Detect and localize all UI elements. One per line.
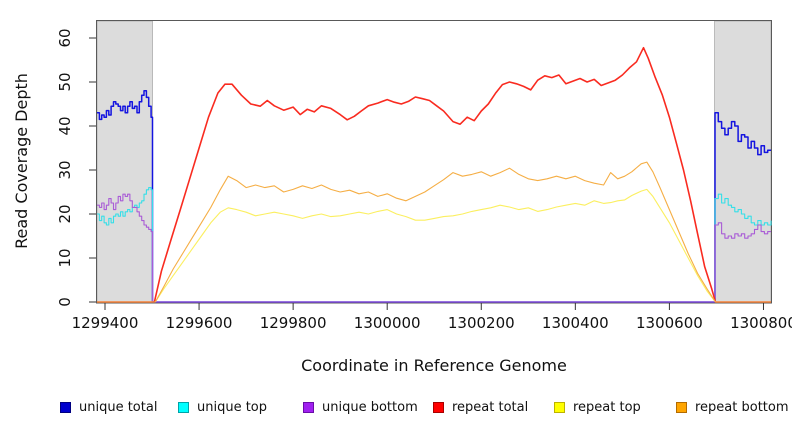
- y-tick-label: 20: [56, 204, 74, 223]
- legend-item-repeat-bottom: repeat bottom: [676, 398, 789, 416]
- legend-label: unique top: [197, 399, 268, 415]
- repeat-top-swatch-icon: [554, 401, 565, 413]
- x-tick-label: 1300600: [636, 314, 703, 332]
- series-line-unique-bottom: [97, 193, 771, 303]
- unique-bottom-swatch-icon: [303, 401, 314, 413]
- y-tick-label: 50: [56, 72, 74, 91]
- y-tick-label: 30: [56, 160, 74, 179]
- y-tick-label: 60: [56, 28, 74, 47]
- series-line-unique-top: [97, 187, 772, 303]
- x-tick-label: 1299400: [72, 314, 139, 332]
- y-tick-label: 10: [56, 248, 74, 267]
- legend-label: unique bottom: [322, 399, 418, 415]
- x-axis-title: Coordinate in Reference Genome: [301, 356, 567, 375]
- y-tick-label: 40: [56, 116, 74, 135]
- series-line-repeat-bottom: [97, 161, 771, 303]
- x-tick-label: 1300200: [448, 314, 515, 332]
- plot-frame: [96, 20, 772, 304]
- repeat-bottom-swatch-icon: [676, 401, 687, 413]
- legend-item-unique-bottom: unique bottom: [303, 398, 418, 416]
- legend-label: repeat top: [573, 399, 641, 415]
- legend-item-unique-total: unique total: [60, 398, 157, 416]
- chart-legend: unique total unique top unique bottom re…: [0, 398, 792, 418]
- series-line-repeat-top: [97, 188, 771, 303]
- y-tick-label: 0: [56, 297, 74, 307]
- x-tick-label: 1300000: [354, 314, 421, 332]
- legend-item-unique-top: unique top: [178, 398, 267, 416]
- legend-label: unique total: [79, 399, 158, 415]
- y-axis-title: Read Coverage Depth: [12, 73, 31, 249]
- repeat-total-swatch-icon: [433, 401, 444, 413]
- shaded-region: [96, 20, 153, 304]
- x-tick-label: 1300400: [542, 314, 609, 332]
- unique-top-swatch-icon: [178, 401, 189, 413]
- series-line-unique-total: [97, 90, 771, 303]
- shaded-region: [714, 20, 772, 304]
- x-tick-label: 1299600: [166, 314, 233, 332]
- legend-item-repeat-top: repeat top: [554, 398, 641, 416]
- x-tick-label: 1300800: [730, 314, 792, 332]
- x-tick-label: 1299800: [260, 314, 327, 332]
- legend-label: repeat bottom: [695, 399, 789, 415]
- series-line-repeat-total: [97, 46, 771, 303]
- unique-total-swatch-icon: [60, 401, 71, 413]
- legend-label: repeat total: [452, 399, 529, 415]
- legend-item-repeat-total: repeat total: [433, 398, 528, 416]
